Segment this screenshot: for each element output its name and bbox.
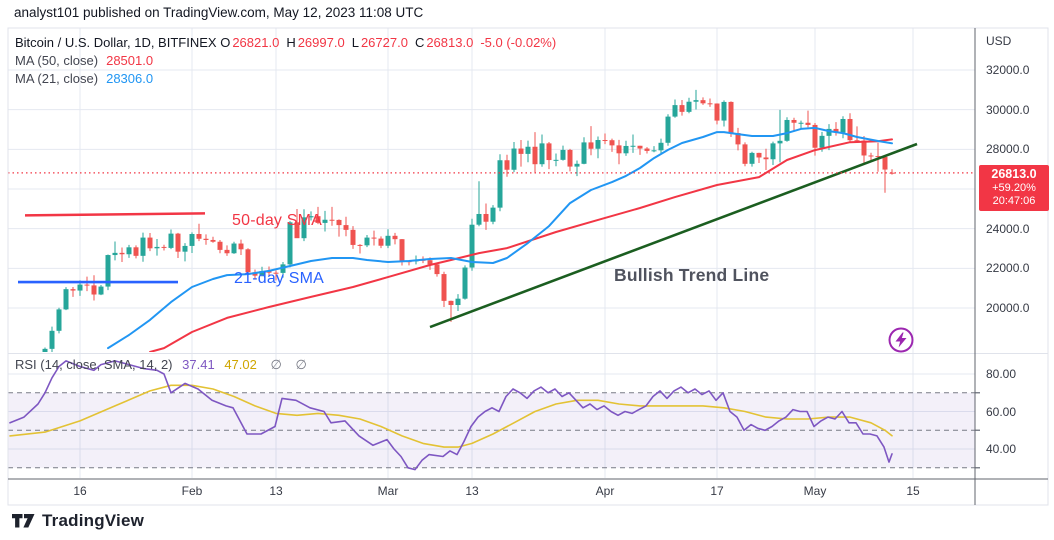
trend-line-annotation-text: Bullish Trend Line bbox=[614, 265, 770, 285]
flash-marker-icon[interactable] bbox=[885, 324, 917, 356]
rsi-tick-label: 40.00 bbox=[986, 442, 1017, 456]
rsi-pane bbox=[8, 360, 975, 471]
currency-label: USD bbox=[986, 34, 1012, 48]
price-tick-label: 32000.0 bbox=[986, 63, 1030, 77]
close-label: C bbox=[414, 35, 425, 50]
open-label: O bbox=[220, 35, 231, 50]
sma21-annotation-text: 21-day SMA bbox=[234, 270, 325, 287]
time-tick-label: May bbox=[803, 484, 827, 498]
price-tick-label: 28000.0 bbox=[986, 142, 1030, 157]
tradingview-mark-icon bbox=[12, 513, 35, 527]
open-value: 26821.0 bbox=[232, 35, 280, 50]
ma21-label: MA (21, close) bbox=[15, 71, 99, 86]
candles bbox=[42, 89, 895, 352]
bullish-trend-line[interactable] bbox=[429, 142, 918, 329]
badge-price: 26813.0 bbox=[991, 166, 1037, 181]
high-label: H bbox=[286, 35, 296, 50]
sma50-annotation-text: 50-day SMA bbox=[232, 212, 323, 229]
ma50-label: MA (50, close) bbox=[15, 53, 99, 68]
time-tick-label: 13 bbox=[465, 484, 479, 498]
price-tick-label: 24000.0 bbox=[986, 221, 1030, 236]
badge-change-pct: +59.20% bbox=[992, 181, 1036, 194]
brand-name: TradingView bbox=[42, 511, 145, 530]
last-price-badge: 26813.0 +59.20% 20:47:06 bbox=[979, 164, 1049, 211]
sma50-pointer-line[interactable] bbox=[24, 212, 206, 217]
gridlines bbox=[8, 28, 975, 478]
price-tick-label: 30000.0 bbox=[986, 102, 1030, 117]
chart-legend: Bitcoin / U.S. Dollar, 1D, BITFINEX O 268… bbox=[15, 34, 558, 88]
rsi-tick-label: 60.00 bbox=[986, 404, 1017, 419]
symbol-title[interactable]: Bitcoin / U.S. Dollar, 1D, BITFINEX bbox=[15, 35, 217, 50]
empty-set-icon[interactable]: ∅ bbox=[270, 357, 282, 372]
moving-averages bbox=[107, 126, 893, 352]
tradingview-logo[interactable]: TradingView bbox=[12, 511, 144, 531]
time-tick-label: 13 bbox=[269, 484, 283, 498]
badge-countdown: 20:47:06 bbox=[992, 194, 1036, 207]
empty-set-icon[interactable]: ∅ bbox=[295, 357, 307, 372]
ma21-value: 28306.0 bbox=[106, 71, 154, 86]
price-tick-label: 22000.0 bbox=[986, 261, 1030, 276]
high-value: 26997.0 bbox=[297, 35, 345, 50]
legend-title-row[interactable]: Bitcoin / U.S. Dollar, 1D, BITFINEX O 268… bbox=[15, 34, 558, 52]
rsi-legend-row[interactable]: RSI (14, close, SMA, 14, 2) 37.41 47.02 … bbox=[15, 357, 313, 373]
time-tick-label: 17 bbox=[710, 484, 724, 498]
attribution-text: analyst101 published on TradingView.com,… bbox=[14, 5, 424, 20]
close-value: 26813.0 bbox=[426, 35, 474, 50]
ma50-legend-row[interactable]: MA (50, close) 28501.0 bbox=[15, 52, 558, 70]
change-value: -5.0 (-0.02%) bbox=[480, 35, 557, 50]
widget-border bbox=[7, 27, 1049, 506]
ohlc-values: O 26821.0 H 26997.0 L 26727.0 C 26813.0 -5.0 (-0… bbox=[220, 35, 558, 50]
time-tick-label: 16 bbox=[73, 484, 87, 498]
low-label: L bbox=[351, 35, 359, 50]
low-value: 26727.0 bbox=[360, 35, 408, 50]
time-tick-label: 15 bbox=[906, 484, 920, 498]
rsi-tick-label: 80.00 bbox=[986, 367, 1017, 381]
rsi-sma-value: 47.02 bbox=[224, 357, 257, 372]
time-tick-label: Apr bbox=[595, 484, 615, 498]
price-tick-label: 20000.0 bbox=[986, 301, 1030, 315]
time-tick-label: Feb bbox=[181, 484, 203, 498]
rsi-value: 37.41 bbox=[182, 357, 215, 372]
ma21-legend-row[interactable]: MA (21, close) 28306.0 bbox=[15, 70, 558, 88]
time-tick-label: Mar bbox=[377, 484, 399, 498]
ma50-value: 28501.0 bbox=[106, 53, 154, 68]
rsi-label: RSI (14, close, SMA, 14, 2) bbox=[15, 357, 173, 372]
